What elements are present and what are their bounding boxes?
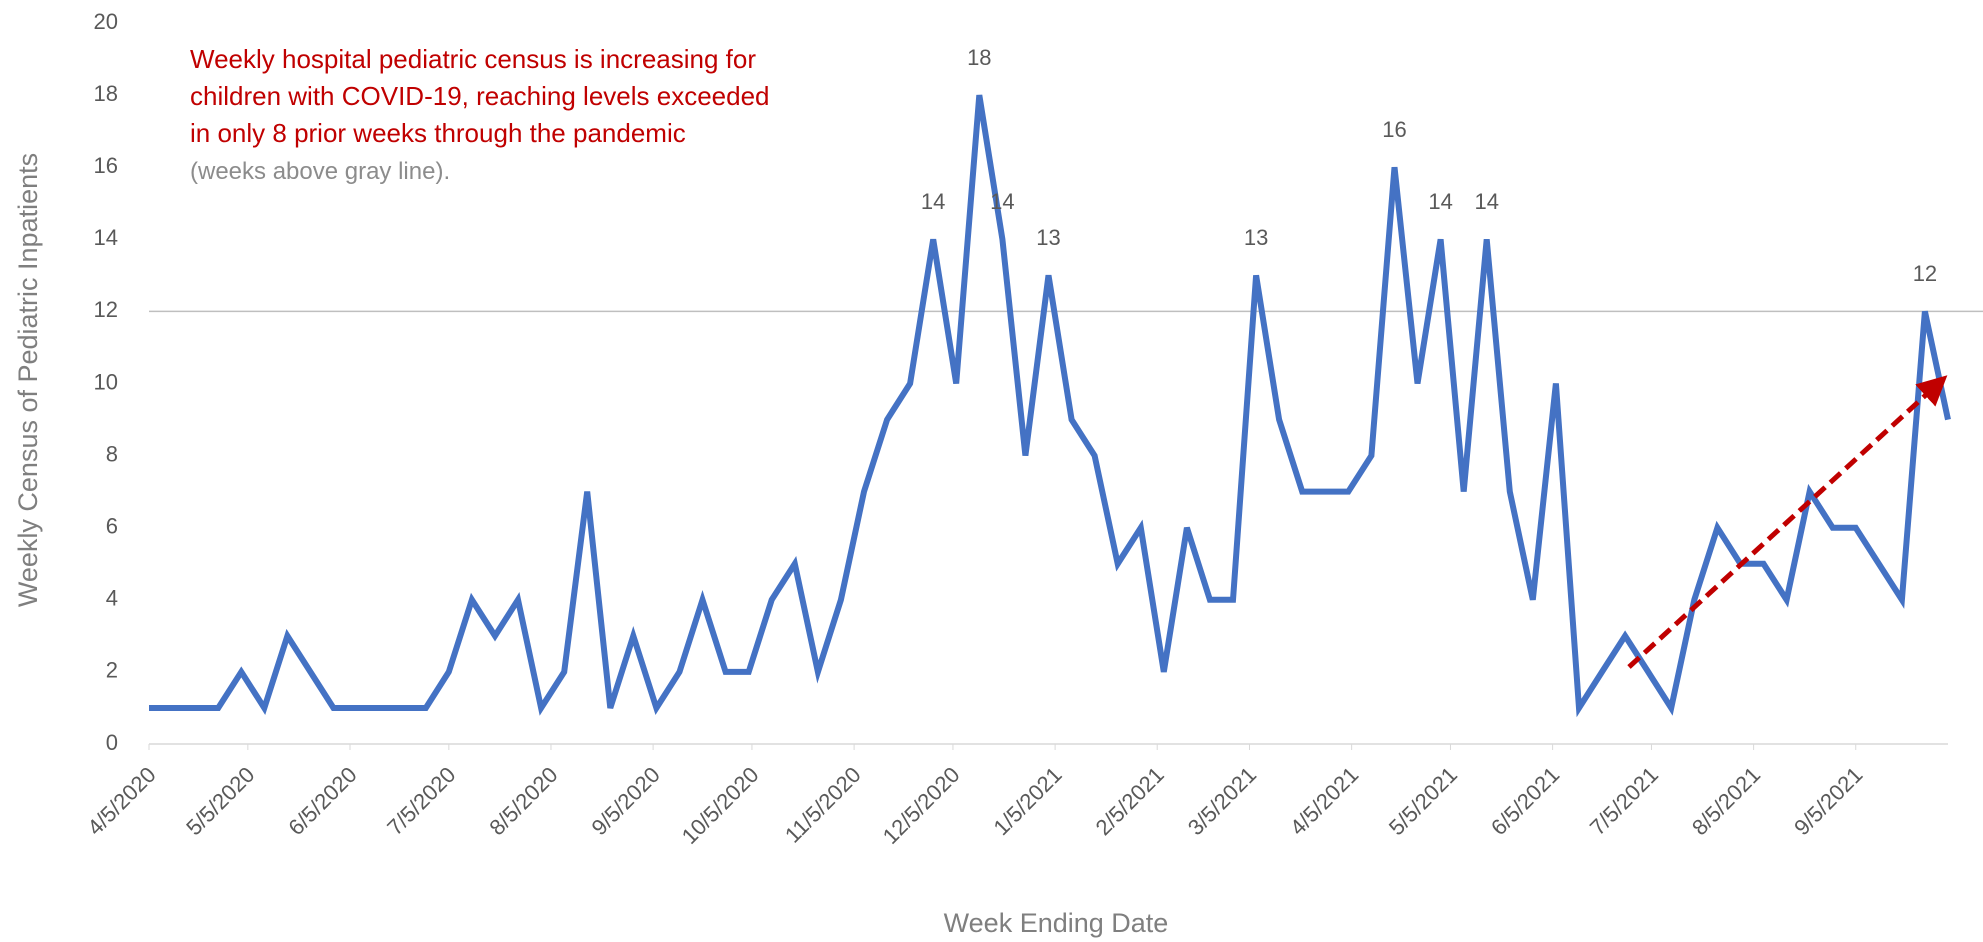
x-tick-label: 8/5/2021	[1687, 762, 1765, 840]
annotation-line: children with COVID-19, reaching levels …	[190, 81, 770, 111]
x-tick-label: 8/5/2020	[484, 762, 562, 840]
data-label: 12	[1913, 261, 1937, 286]
data-label: 13	[1244, 225, 1268, 250]
y-tick-label: 6	[106, 514, 118, 539]
x-tick-label: 5/5/2020	[181, 762, 259, 840]
y-tick-label: 10	[94, 369, 118, 394]
x-tick-label: 10/5/2020	[677, 762, 764, 849]
annotation-note: (weeks above gray line).	[190, 158, 450, 185]
x-tick-label: 7/5/2021	[1585, 762, 1663, 840]
x-tick-label: 1/5/2021	[989, 762, 1067, 840]
x-tick-label: 5/5/2021	[1384, 762, 1462, 840]
data-label: 14	[921, 189, 945, 214]
y-axis-title: Weekly Census of Pediatric Inpatients	[13, 153, 43, 607]
y-tick-label: 2	[106, 658, 118, 683]
x-tick-label: 9/5/2020	[587, 762, 665, 840]
x-axis-title: Week Ending Date	[944, 908, 1169, 938]
x-tick-label: 7/5/2020	[382, 762, 460, 840]
x-tick-label: 12/5/2020	[878, 762, 965, 849]
data-label: 14	[1428, 189, 1452, 214]
x-tick-label: 9/5/2021	[1789, 762, 1867, 840]
y-tick-label: 20	[94, 9, 118, 34]
data-label: 14	[1474, 189, 1498, 214]
annotation-line: in only 8 prior weeks through the pandem…	[190, 118, 686, 148]
y-tick-label: 14	[94, 225, 118, 250]
x-tick-label: 11/5/2020	[780, 762, 866, 848]
data-label: 16	[1382, 117, 1406, 142]
x-tick-label: 6/5/2020	[283, 762, 361, 840]
y-tick-label: 18	[94, 81, 118, 106]
data-label: 13	[1036, 225, 1060, 250]
y-tick-label: 8	[106, 441, 118, 466]
x-tick-label: 6/5/2021	[1486, 762, 1564, 840]
x-tick-label: 3/5/2021	[1183, 762, 1261, 840]
x-tick-label: 4/5/2021	[1285, 762, 1363, 840]
annotation-line: Weekly hospital pediatric census is incr…	[190, 44, 756, 74]
data-line	[149, 94, 1951, 718]
y-tick-label: 16	[94, 153, 118, 178]
trend-arrow	[1627, 375, 1948, 669]
x-tick-label: 4/5/2020	[82, 762, 160, 840]
y-tick-label: 12	[94, 297, 118, 322]
x-tick-label: 2/5/2021	[1091, 762, 1169, 840]
y-tick-label: 0	[106, 730, 118, 755]
data-label: 14	[990, 189, 1014, 214]
y-tick-label: 4	[106, 586, 118, 611]
data-label: 18	[967, 45, 991, 70]
